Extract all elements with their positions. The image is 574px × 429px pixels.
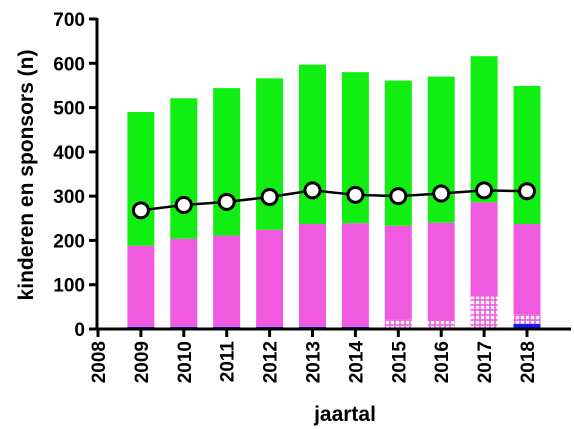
- bar-segment-green-2011: [213, 88, 241, 236]
- bar-segment-magenta-2013: [299, 224, 326, 327]
- bar-segment-green-2010: [170, 98, 198, 239]
- y-axis-title: kinderen en sponsors (n): [15, 50, 38, 301]
- axes-layer: 0 100 200 300 400 500 600 700 2008 2009 2010 2011 20…: [53, 10, 571, 383]
- x-tick-label-2014: 2014: [346, 341, 367, 384]
- bar-segment-white_pattern-2016: [427, 321, 455, 328]
- bar-segment-magenta-2010: [170, 238, 198, 327]
- trend-point-2010: [174, 196, 193, 214]
- bar-segment-green-2013: [299, 64, 326, 225]
- y-tick-label-200: 200: [53, 231, 85, 252]
- bar-segment-green-2009: [127, 112, 155, 246]
- trend-line-layer: [131, 181, 536, 220]
- y-tick-label-700: 700: [53, 10, 85, 31]
- bar-segment-magenta-2012: [256, 229, 284, 327]
- trend-point-2013: [303, 181, 322, 200]
- bar-segment-white_pattern-2015: [384, 319, 412, 328]
- x-tick-label-2009: 2009: [132, 341, 153, 383]
- y-tick-label-300: 300: [53, 187, 85, 208]
- bar-segment-green-2017: [470, 56, 498, 203]
- trend-point-2017: [475, 181, 494, 200]
- bar-segment-magenta-2011: [213, 235, 241, 327]
- trend-line: [140, 189, 528, 212]
- x-tick-label-2012: 2012: [261, 341, 282, 383]
- x-axis-title: jaartal: [313, 403, 376, 426]
- bar-segment-white_pattern-2018: [513, 314, 541, 324]
- x-tick-label-2016: 2016: [432, 341, 453, 383]
- bar-segment-white_pattern-2017: [470, 296, 498, 328]
- trend-point-2011: [217, 192, 236, 211]
- bar-segment-blue-2018: [513, 323, 541, 329]
- trend-point-2014: [346, 185, 365, 204]
- bar-segment-magenta-2015: [384, 225, 412, 320]
- x-tick-label-2011: 2011: [218, 341, 239, 383]
- x-tick-label-2008: 2008: [89, 341, 110, 383]
- bar-segment-green-2018: [513, 85, 541, 225]
- y-tick-label-500: 500: [53, 99, 85, 120]
- trend-point-2009: [131, 201, 150, 220]
- trend-point-2012: [260, 188, 279, 207]
- bar-segment-green-2012: [256, 78, 284, 230]
- y-tick-label-0: 0: [74, 320, 85, 341]
- bar-segment-magenta-2009: [127, 245, 155, 327]
- bar-segment-magenta-2018: [513, 224, 541, 315]
- x-tick-label-2015: 2015: [389, 341, 410, 384]
- x-tick-label-2013: 2013: [304, 341, 325, 383]
- x-tick-label-2010: 2010: [175, 341, 196, 383]
- bars-layer: [127, 56, 541, 329]
- bar-segment-magenta-2017: [470, 202, 498, 297]
- bar-segment-magenta-2014: [341, 223, 369, 327]
- trend-point-2018: [518, 182, 536, 201]
- bar-segment-magenta-2016: [427, 222, 455, 322]
- y-tick-label-600: 600: [53, 54, 85, 75]
- x-tick-label-2017: 2017: [475, 341, 496, 383]
- y-tick-label-400: 400: [53, 143, 85, 164]
- trend-point-2016: [432, 184, 451, 203]
- y-tick-label-100: 100: [53, 276, 85, 297]
- x-tick-label-2018: 2018: [518, 341, 539, 383]
- trend-point-2015: [389, 187, 408, 206]
